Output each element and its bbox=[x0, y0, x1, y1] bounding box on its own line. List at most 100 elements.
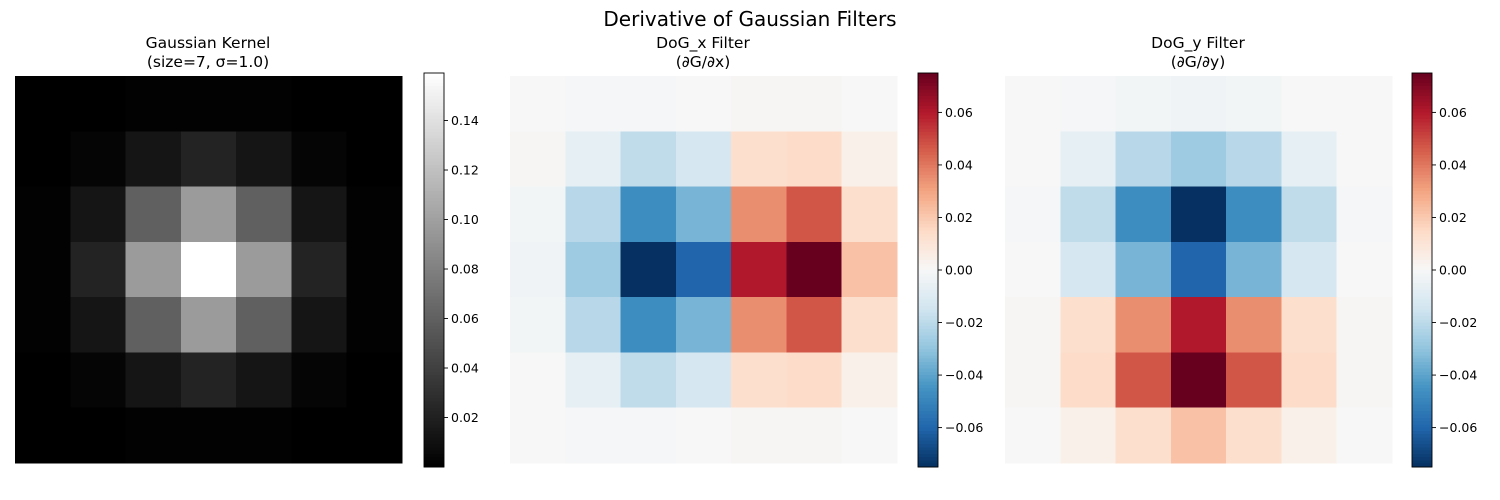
colorbar-segment bbox=[424, 276, 444, 281]
colorbar-segment bbox=[918, 128, 938, 133]
colorbar-segment bbox=[424, 319, 444, 324]
colorbar-segment bbox=[1412, 296, 1432, 301]
colorbar-segment bbox=[918, 309, 938, 314]
heatmap-cell bbox=[675, 131, 732, 188]
colorbar-segment bbox=[918, 73, 938, 77]
colorbar-segment bbox=[424, 112, 444, 117]
colorbar-segment bbox=[918, 118, 938, 123]
colorbar-segment bbox=[424, 384, 444, 389]
colorbar-segment bbox=[918, 214, 938, 219]
colorbar-segment bbox=[918, 384, 938, 389]
colorbar-segment bbox=[1412, 329, 1432, 333]
colorbar-segment bbox=[424, 391, 444, 396]
heatmap-cell bbox=[346, 352, 403, 409]
colorbar-segment bbox=[918, 243, 938, 248]
heatmap-cell bbox=[125, 131, 182, 188]
colorbar-segment bbox=[918, 227, 938, 232]
heatmap-cell bbox=[346, 76, 403, 132]
colorbar-segment bbox=[1412, 95, 1432, 100]
colorbar-segment bbox=[424, 224, 444, 228]
colorbar-segment bbox=[1412, 214, 1432, 219]
colorbar-segment bbox=[1412, 92, 1432, 97]
colorbar-segment bbox=[918, 187, 938, 192]
heatmap-cell bbox=[731, 297, 788, 354]
colorbar-segment bbox=[424, 237, 444, 242]
heatmap-cell bbox=[291, 76, 348, 132]
colorbar-tick-label: 0.04 bbox=[451, 361, 479, 376]
heatmap-cell bbox=[1281, 241, 1338, 298]
colorbar-segment bbox=[424, 204, 444, 209]
colorbar-segment bbox=[918, 401, 938, 406]
colorbar-segment bbox=[918, 210, 938, 215]
colorbar-segment bbox=[918, 99, 938, 104]
colorbar-segment bbox=[918, 388, 938, 393]
colorbar-segment bbox=[424, 191, 444, 196]
heatmap-cell bbox=[346, 297, 403, 354]
heatmap-cell bbox=[565, 241, 622, 298]
colorbar-segment bbox=[424, 312, 444, 317]
colorbar-segment bbox=[424, 194, 444, 199]
colorbar-segment bbox=[1412, 273, 1432, 278]
colorbar-tick-label: 0.14 bbox=[451, 113, 479, 128]
colorbar-segment bbox=[1412, 342, 1432, 347]
colorbar-segment bbox=[918, 460, 938, 465]
colorbar-segment bbox=[424, 99, 444, 104]
colorbar-segment bbox=[1412, 421, 1432, 425]
heatmap-cell bbox=[15, 352, 71, 409]
colorbar-segment bbox=[1412, 168, 1432, 173]
colorbar-tick-label: 0.00 bbox=[1439, 263, 1467, 278]
heatmap-cell bbox=[125, 407, 182, 464]
colorbar-segment bbox=[1412, 289, 1432, 294]
colorbar-segment bbox=[1412, 233, 1432, 238]
heatmap-cell bbox=[675, 186, 732, 243]
colorbar-segment bbox=[424, 161, 444, 166]
colorbar-segment bbox=[1412, 345, 1432, 350]
heatmap-cell bbox=[70, 186, 127, 243]
heatmap-cell bbox=[731, 352, 788, 409]
colorbar-segment bbox=[1412, 122, 1432, 127]
colorbar-segment bbox=[424, 345, 444, 350]
heatmap-cell bbox=[620, 186, 677, 243]
colorbar-segment bbox=[424, 86, 444, 91]
colorbar-segment bbox=[424, 302, 444, 307]
colorbar-segment bbox=[918, 361, 938, 366]
colorbar-segment bbox=[424, 335, 444, 340]
colorbar-segment bbox=[918, 132, 938, 136]
colorbar-segment bbox=[1412, 237, 1432, 242]
colorbar-segment bbox=[1412, 266, 1432, 271]
colorbar-segment bbox=[918, 89, 938, 94]
colorbar-segment bbox=[1412, 391, 1432, 396]
colorbar-segment bbox=[918, 299, 938, 304]
heatmap-cell bbox=[620, 76, 677, 132]
heatmap-cell bbox=[1226, 76, 1283, 132]
heatmap-cell bbox=[125, 352, 182, 409]
colorbar-segment bbox=[424, 273, 444, 278]
colorbar-tick-label: 0.06 bbox=[1439, 105, 1467, 120]
colorbar-segment bbox=[424, 109, 444, 113]
heatmap-cell bbox=[291, 297, 348, 354]
colorbar-segment bbox=[918, 76, 938, 81]
heatmap-cell bbox=[841, 407, 898, 464]
heatmap-cell bbox=[1336, 297, 1393, 354]
heatmap-cell bbox=[236, 76, 293, 132]
heatmap-cell bbox=[1060, 241, 1117, 298]
heatmap-cell bbox=[70, 297, 127, 354]
heatmap-cell bbox=[236, 297, 293, 354]
colorbar-segment bbox=[424, 135, 444, 140]
heatmap-cell bbox=[1281, 131, 1338, 188]
heatmap-cell bbox=[236, 407, 293, 464]
heatmap-cell bbox=[1226, 352, 1283, 409]
colorbar-segment bbox=[1412, 440, 1432, 445]
colorbar-segment bbox=[1412, 256, 1432, 261]
heatmap-cell bbox=[70, 131, 127, 188]
colorbar-segment bbox=[424, 105, 444, 110]
colorbar-segment bbox=[1412, 388, 1432, 393]
heatmap-cell bbox=[841, 297, 898, 354]
heatmap bbox=[15, 76, 403, 464]
heatmap-cell bbox=[565, 407, 622, 464]
heatmap-cell bbox=[510, 131, 566, 188]
colorbar-segment bbox=[918, 338, 938, 343]
heatmap-cell bbox=[1005, 76, 1061, 132]
colorbar-segment bbox=[1412, 148, 1432, 153]
heatmap-cell bbox=[675, 352, 732, 409]
